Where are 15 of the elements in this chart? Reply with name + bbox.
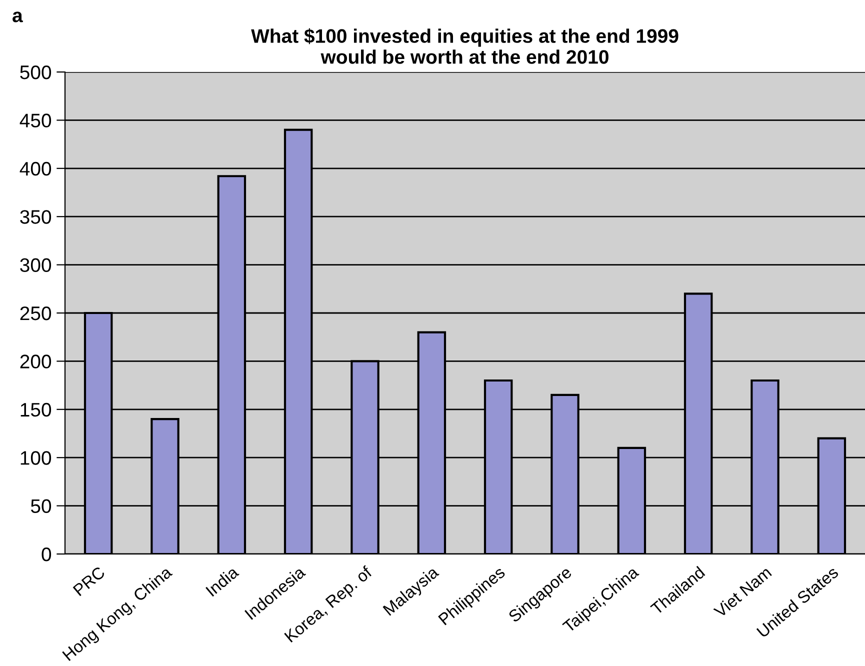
y-tick-label: 450 bbox=[20, 114, 52, 128]
chart-title: What $100 invested in equities at the end 1999 would be worth at the end 2010 bbox=[251, 28, 678, 64]
y-tick-label: 350 bbox=[20, 210, 52, 224]
y-tick-label: 300 bbox=[20, 258, 52, 272]
y-tick-label: 250 bbox=[20, 306, 52, 320]
y-tick-label: 400 bbox=[20, 162, 52, 176]
y-tick-label: 50 bbox=[30, 499, 52, 514]
text: a bbox=[12, 12, 23, 22]
x-tick-label: India bbox=[205, 565, 240, 597]
y-tick-label: 200 bbox=[20, 354, 52, 368]
y-tick-label: 100 bbox=[20, 451, 52, 465]
y-tick-label: 0 bbox=[42, 547, 52, 562]
y-tick-label: 500 bbox=[20, 65, 52, 80]
x-tick-label: Viet Nam bbox=[712, 566, 772, 618]
y-tick-label: 150 bbox=[20, 402, 52, 417]
